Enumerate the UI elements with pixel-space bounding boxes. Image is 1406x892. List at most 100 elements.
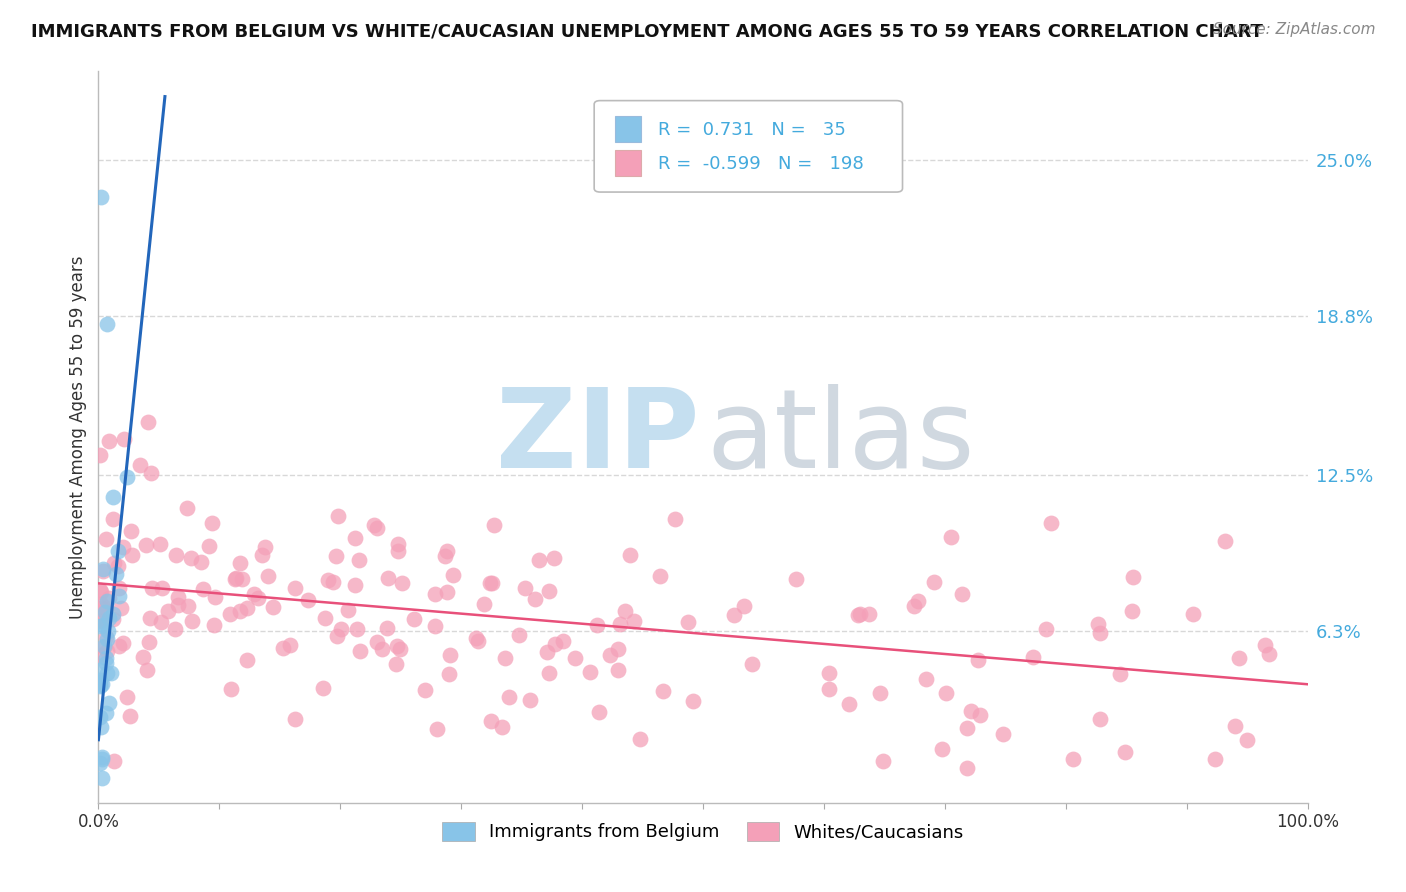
Point bbox=[91, 618, 114, 632]
Point bbox=[176, 599, 198, 613]
Point bbox=[90, 750, 112, 764]
Point bbox=[935, 686, 957, 700]
Point bbox=[817, 682, 839, 697]
Point bbox=[846, 608, 869, 623]
Point bbox=[163, 622, 186, 636]
Point bbox=[907, 594, 929, 608]
Point bbox=[262, 599, 284, 614]
Point bbox=[524, 592, 547, 607]
Point bbox=[156, 604, 179, 618]
Point bbox=[91, 564, 114, 578]
Point bbox=[218, 607, 240, 622]
Point bbox=[741, 657, 763, 671]
Point bbox=[479, 714, 502, 728]
Point bbox=[1204, 752, 1226, 766]
Point bbox=[389, 642, 412, 657]
Point bbox=[180, 551, 202, 566]
Point bbox=[90, 771, 112, 785]
Point bbox=[1257, 647, 1279, 661]
Point bbox=[94, 706, 117, 721]
Text: R =  -0.599   N =   198: R = -0.599 N = 198 bbox=[658, 155, 865, 173]
Point bbox=[607, 663, 630, 677]
Point bbox=[89, 663, 111, 677]
Point bbox=[326, 508, 349, 523]
Point bbox=[108, 640, 131, 654]
Point bbox=[312, 681, 335, 695]
Point bbox=[366, 635, 388, 649]
Point bbox=[202, 617, 225, 632]
Point bbox=[110, 600, 132, 615]
Point bbox=[176, 500, 198, 515]
Point bbox=[197, 539, 219, 553]
Point bbox=[482, 517, 505, 532]
Point bbox=[343, 578, 366, 592]
Point bbox=[250, 549, 273, 563]
FancyBboxPatch shape bbox=[595, 101, 903, 192]
Point bbox=[107, 589, 129, 603]
Text: IMMIGRANTS FROM BELGIUM VS WHITE/CAUCASIAN UNEMPLOYMENT AMONG AGES 55 TO 59 YEAR: IMMIGRANTS FROM BELGIUM VS WHITE/CAUCASI… bbox=[31, 22, 1263, 40]
Point bbox=[1121, 604, 1143, 618]
Point bbox=[599, 648, 621, 662]
Point bbox=[96, 665, 118, 680]
Point bbox=[89, 677, 111, 691]
Point bbox=[330, 622, 353, 636]
Point bbox=[316, 574, 339, 588]
Point bbox=[228, 604, 250, 618]
Point bbox=[527, 553, 550, 567]
Point bbox=[498, 690, 520, 705]
Point bbox=[96, 632, 118, 646]
Point bbox=[231, 572, 253, 586]
Point bbox=[931, 742, 953, 756]
Point bbox=[111, 541, 134, 555]
Point bbox=[515, 581, 537, 595]
Point bbox=[366, 521, 388, 535]
Point bbox=[89, 614, 111, 628]
Point bbox=[402, 612, 425, 626]
Point bbox=[97, 611, 120, 625]
Point bbox=[939, 530, 962, 544]
Point bbox=[733, 599, 755, 614]
Point bbox=[89, 673, 111, 687]
Point bbox=[325, 549, 347, 563]
Point bbox=[650, 568, 672, 582]
Point bbox=[284, 712, 307, 726]
Point bbox=[93, 639, 115, 653]
Point bbox=[849, 607, 872, 622]
Point bbox=[508, 628, 530, 642]
Point bbox=[96, 656, 118, 670]
Point bbox=[224, 573, 246, 587]
Point bbox=[101, 612, 124, 626]
Point bbox=[950, 587, 973, 601]
Point bbox=[141, 466, 163, 480]
Point bbox=[254, 540, 277, 554]
Point bbox=[94, 601, 117, 615]
Point bbox=[138, 635, 160, 649]
Point bbox=[969, 708, 991, 723]
Point bbox=[344, 531, 367, 545]
Point bbox=[167, 591, 190, 605]
Point bbox=[103, 490, 125, 504]
Point bbox=[623, 614, 645, 628]
Point bbox=[785, 572, 807, 586]
Point bbox=[297, 592, 319, 607]
Point bbox=[138, 611, 160, 625]
Point bbox=[676, 615, 699, 629]
Point bbox=[1035, 622, 1057, 636]
Point bbox=[89, 710, 111, 724]
Point bbox=[247, 591, 270, 606]
Point bbox=[89, 582, 111, 597]
Point bbox=[96, 594, 118, 608]
Y-axis label: Unemployment Among Ages 55 to 59 years: Unemployment Among Ages 55 to 59 years bbox=[69, 255, 87, 619]
Point bbox=[94, 533, 117, 547]
Point bbox=[115, 690, 138, 704]
Point bbox=[136, 663, 159, 677]
Point bbox=[1108, 666, 1130, 681]
Point bbox=[107, 581, 129, 595]
Point bbox=[97, 591, 120, 605]
Point bbox=[536, 645, 558, 659]
Point bbox=[903, 599, 925, 613]
Point bbox=[1062, 752, 1084, 766]
Point bbox=[89, 648, 111, 662]
Point bbox=[271, 641, 294, 656]
Point bbox=[544, 637, 567, 651]
